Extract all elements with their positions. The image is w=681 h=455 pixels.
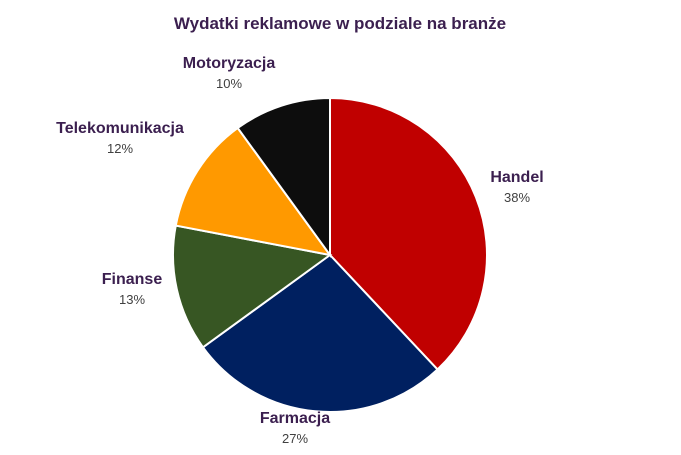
pie-slice-motoryzacja bbox=[236, 96, 331, 259]
slice-value-handel: 38% bbox=[504, 190, 530, 205]
slice-label-motoryzacja: Motoryzacja bbox=[183, 55, 276, 72]
slice-value-finanse: 13% bbox=[119, 292, 145, 307]
slice-label-handel: Handel bbox=[490, 169, 543, 186]
slice-label-farmacja: Farmacja bbox=[260, 410, 330, 427]
pie-slice-finanse bbox=[171, 224, 333, 349]
chart-title: Wydatki reklamowe w podziale na branże bbox=[174, 14, 506, 33]
slice-label-finanse: Finanse bbox=[102, 271, 163, 288]
slice-labels: Handel 38% Farmacja 27% Finanse 13% Telekomuni… bbox=[56, 55, 544, 446]
pie-slice-handel bbox=[329, 96, 488, 371]
slice-value-farmacja: 27% bbox=[282, 431, 308, 446]
slice-value-telekomunikacja: 12% bbox=[107, 141, 133, 156]
pie-slice-farmacja bbox=[201, 253, 439, 413]
pie-slices bbox=[171, 96, 488, 413]
slice-value-motoryzacja: 10% bbox=[216, 76, 242, 91]
pie-slice-telekomunikacja bbox=[174, 126, 333, 257]
slice-label-telekomunikacja: Telekomunikacja bbox=[56, 120, 184, 137]
